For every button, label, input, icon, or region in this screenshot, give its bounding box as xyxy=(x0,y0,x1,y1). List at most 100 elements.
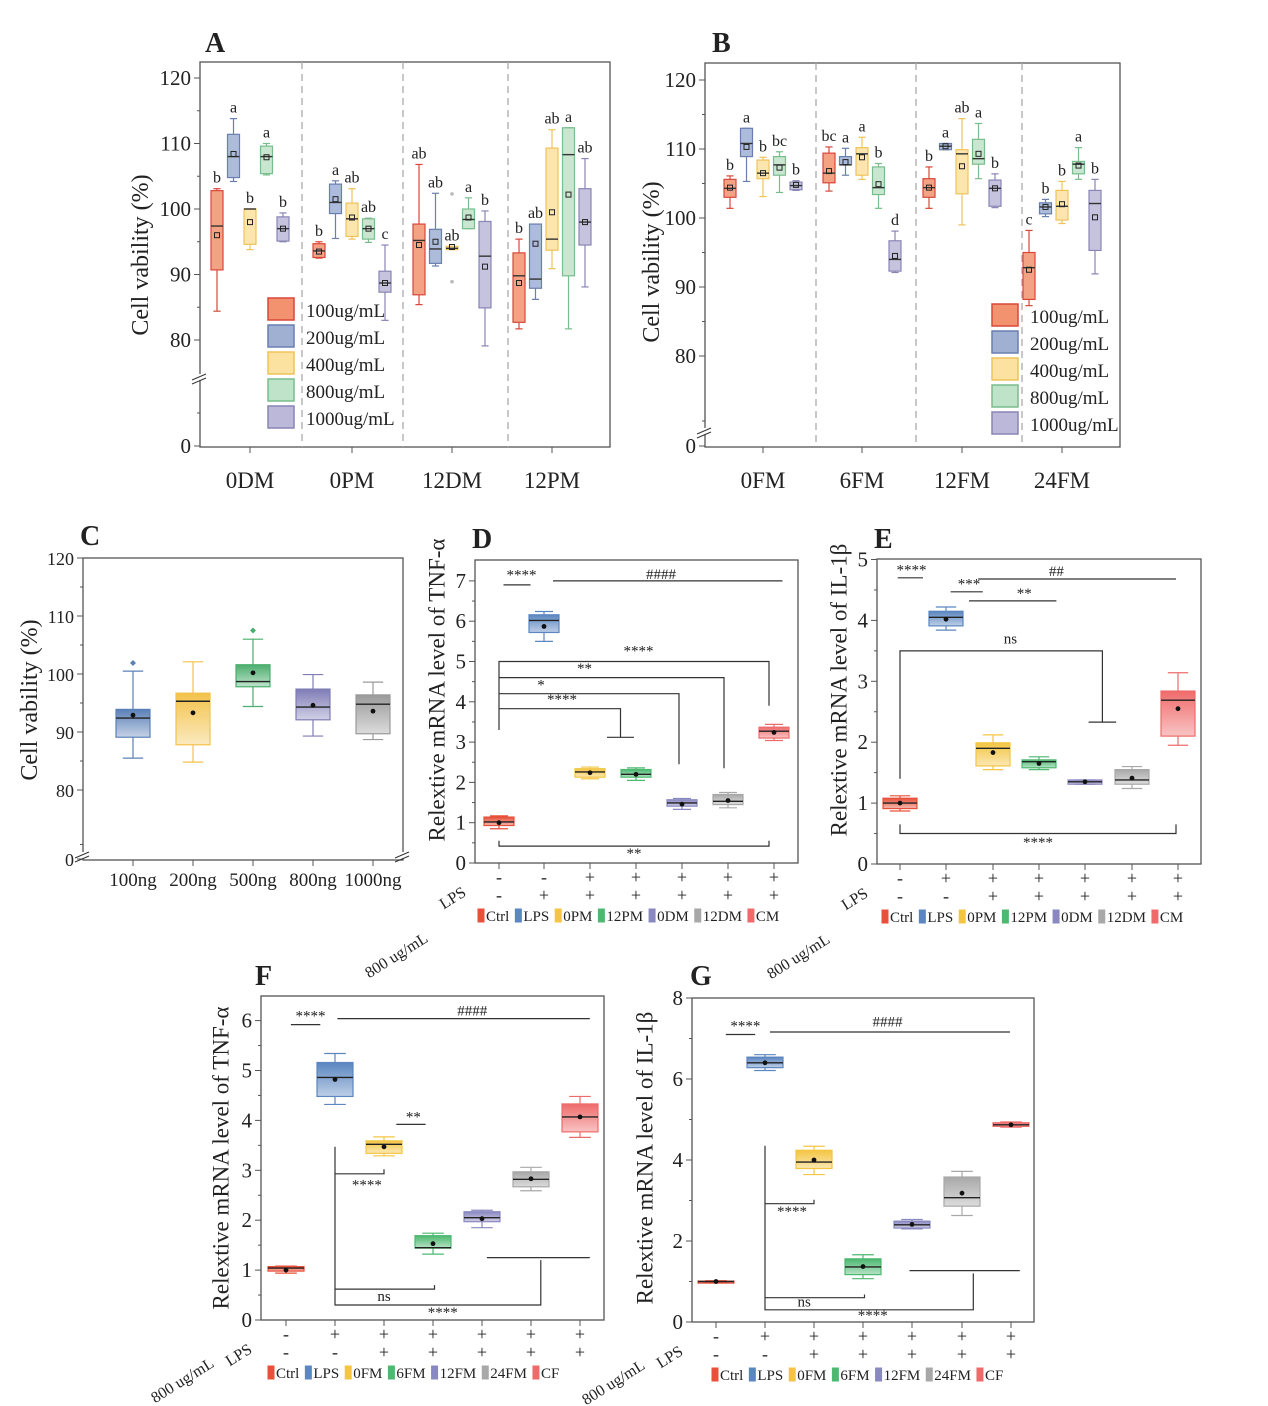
significance-letter: b xyxy=(213,170,221,187)
box-plot xyxy=(226,118,241,183)
legend-swatch xyxy=(748,1367,756,1382)
condition-sign: + xyxy=(585,885,595,905)
box-plot xyxy=(463,1209,501,1229)
panel-label: B xyxy=(712,28,731,59)
box-plot xyxy=(528,610,560,642)
mean-marker xyxy=(365,225,372,232)
box-iqr xyxy=(1038,202,1053,215)
box-plot xyxy=(210,188,224,312)
y-tick-label: 0 xyxy=(181,434,192,458)
legend-label: 6FM xyxy=(396,1366,425,1382)
significance-letter: bc xyxy=(772,133,787,150)
mean-marker xyxy=(793,181,799,188)
legend-swatch xyxy=(304,1365,312,1380)
mean-marker xyxy=(725,798,731,803)
box-plot xyxy=(822,146,836,192)
x-category-label: 800ng xyxy=(289,870,337,891)
y-tick-label: 1 xyxy=(456,811,467,835)
condition-sign: - xyxy=(762,1344,768,1364)
legend-label: Ctrl xyxy=(486,909,509,925)
mean-marker xyxy=(214,232,220,239)
condition-sign: + xyxy=(723,867,733,887)
mean-marker xyxy=(416,242,422,249)
condition-sign: + xyxy=(379,1342,389,1362)
mean-marker xyxy=(1175,706,1181,712)
box-iqr xyxy=(988,179,1002,207)
y-axis-label: Cell vability (%) xyxy=(128,174,154,335)
mean-marker xyxy=(370,708,376,714)
legend-label: 0FM xyxy=(797,1368,826,1384)
legend-label: 100ug/mL xyxy=(1030,307,1109,328)
significance-label: ** xyxy=(627,846,642,862)
legend-swatch xyxy=(267,405,295,429)
mean-marker xyxy=(1092,214,1098,221)
condition-row-label: 800 ug/mL xyxy=(579,1357,648,1406)
box-iqr xyxy=(739,127,754,158)
box-plot xyxy=(746,1054,784,1072)
box-iqr xyxy=(1022,251,1036,301)
y-tick-label: 100 xyxy=(47,665,74,685)
mean-marker xyxy=(565,191,572,198)
condition-sign: + xyxy=(1034,886,1044,906)
box-iqr xyxy=(478,220,492,309)
x-category-label: 24FM xyxy=(1034,468,1090,493)
legend-swatch xyxy=(831,1367,839,1382)
condition-sign: - xyxy=(283,1324,289,1344)
condition-sign: + xyxy=(988,886,998,906)
box-plot xyxy=(723,175,737,209)
y-tick-label: 2 xyxy=(673,1229,684,1253)
mean-marker xyxy=(528,1176,534,1182)
y-tick-label: 2 xyxy=(456,770,467,794)
panel-label: A xyxy=(205,28,226,59)
legend-swatch xyxy=(788,1367,796,1382)
legend-label: CF xyxy=(541,1366,559,1382)
box-plot xyxy=(259,142,274,176)
condition-sign: - xyxy=(332,1342,338,1362)
legend-swatch xyxy=(648,908,656,923)
significance-letter: a xyxy=(230,100,237,117)
significance-bracket xyxy=(335,1169,385,1175)
y-tick-label: 1 xyxy=(858,791,869,815)
legend-label: 0FM xyxy=(353,1366,382,1382)
legend-label: 12DM xyxy=(1107,910,1146,926)
box-plot xyxy=(328,180,343,240)
legend-swatch xyxy=(267,297,295,321)
box-plot xyxy=(378,244,392,321)
outlier-point xyxy=(250,627,256,634)
legend-label: LPS xyxy=(313,1366,339,1382)
panel-a: A Cell vability (%) 0 80 90 100 110 120 0DM 0PM 12… xyxy=(128,28,611,493)
mean-marker xyxy=(1036,761,1042,766)
legend-label: 12FM xyxy=(884,1368,921,1384)
mean-marker xyxy=(679,801,685,807)
y-tick-label: 3 xyxy=(242,1158,253,1182)
mean-marker xyxy=(727,184,733,191)
x-category-label: 1000ng xyxy=(345,870,403,891)
significance-label: **** xyxy=(428,1305,458,1321)
significance-letter: b xyxy=(759,138,767,155)
mean-marker xyxy=(1082,779,1088,785)
box-plot xyxy=(1022,229,1036,307)
condition-sign: - xyxy=(943,886,949,906)
condition-row-label: LPS xyxy=(654,1343,686,1372)
y-tick-label: 110 xyxy=(665,137,696,161)
box-plot xyxy=(1160,672,1196,746)
condition-sign: + xyxy=(1006,1326,1016,1346)
condition-sign: + xyxy=(575,1324,585,1344)
panel-label: F xyxy=(255,961,272,992)
significance-label: #### xyxy=(873,1014,904,1030)
mean-marker xyxy=(577,1114,583,1120)
box-plot xyxy=(267,1265,305,1274)
significance-letter: b xyxy=(875,144,883,161)
box-plot xyxy=(461,197,476,230)
legend-swatch xyxy=(267,378,295,402)
significance-label: **** xyxy=(858,1308,888,1324)
box-iqr xyxy=(412,223,426,296)
condition-sign: + xyxy=(957,1326,967,1346)
significance-letter: ab xyxy=(361,199,376,216)
legend-swatch xyxy=(387,1365,395,1380)
legend-label: 0DM xyxy=(1061,910,1093,926)
condition-sign: + xyxy=(1034,868,1044,888)
condition-sign: + xyxy=(677,867,687,887)
